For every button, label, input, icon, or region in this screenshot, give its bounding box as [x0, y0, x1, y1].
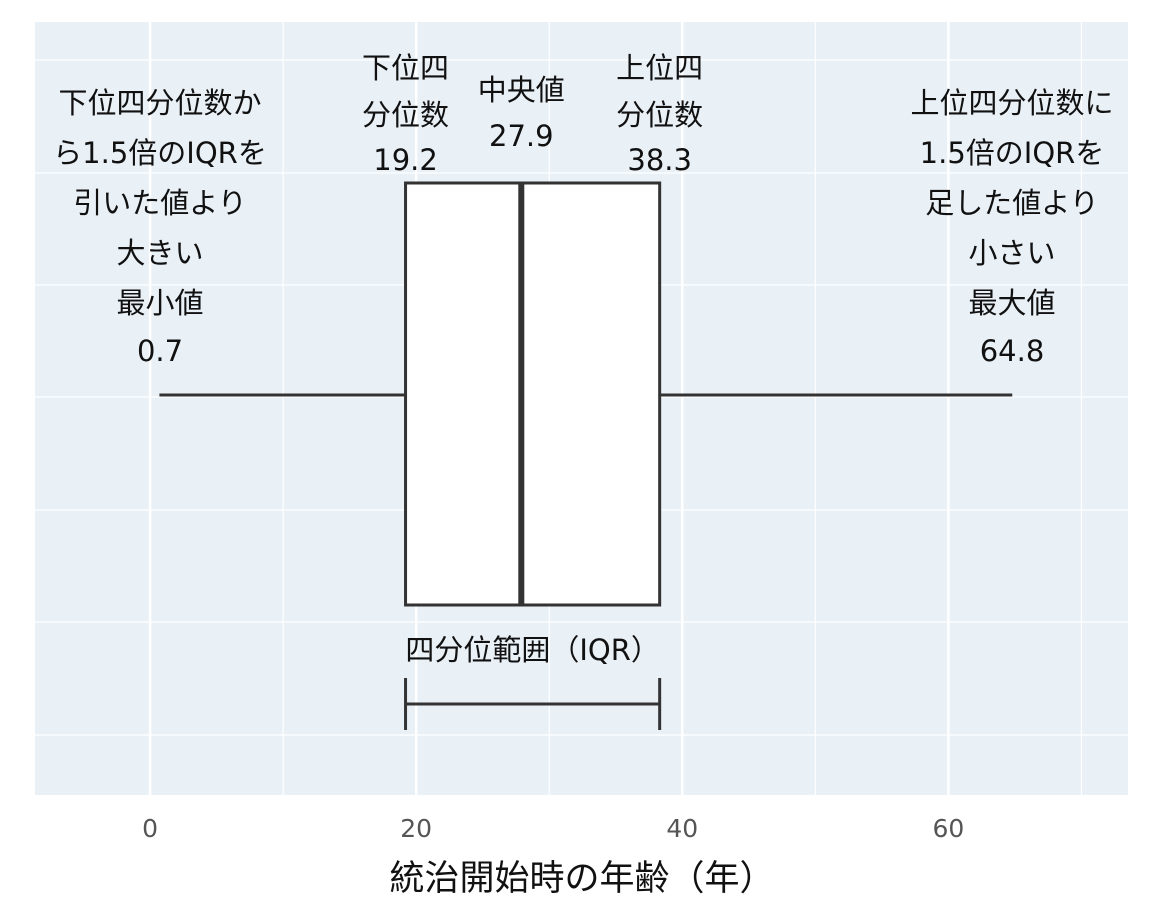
annotation: 引いた値より: [73, 186, 246, 220]
annotation: 1.5倍のIQRを: [920, 136, 1105, 170]
annotation: ら1.5倍のIQRを: [53, 136, 267, 170]
annotation: 下位四: [362, 51, 449, 85]
value-label: 0.7: [137, 334, 183, 368]
x-axis-label: 統治開始時の年齢（年）: [389, 859, 774, 899]
x-tick-label: 60: [932, 814, 964, 843]
annotation: 分位数: [616, 98, 703, 132]
box: [404, 181, 662, 607]
annotation: 最小値: [116, 286, 203, 320]
x-tick-label: 40: [666, 814, 698, 843]
x-tick-label: 20: [400, 814, 432, 843]
value-label: 19.2: [373, 143, 438, 177]
iqr-label: 四分位範囲（IQR）: [405, 633, 660, 667]
annotation: 大きい: [116, 236, 203, 270]
value-label: 64.8: [980, 334, 1045, 368]
annotation: 小さい: [968, 236, 1055, 270]
value-label: 27.9: [489, 119, 554, 153]
annotation: 分位数: [362, 98, 449, 132]
annotation: 下位四分位数か: [58, 86, 261, 120]
annotation: 足した値より: [925, 186, 1098, 220]
annotation: 上位四: [616, 51, 703, 85]
x-tick-label: 0: [142, 814, 158, 843]
annotation: 上位四分位数に: [910, 86, 1113, 120]
value-label: 38.3: [627, 143, 692, 177]
annotation: 最大値: [968, 286, 1055, 320]
annotation: 中央値: [478, 73, 565, 107]
